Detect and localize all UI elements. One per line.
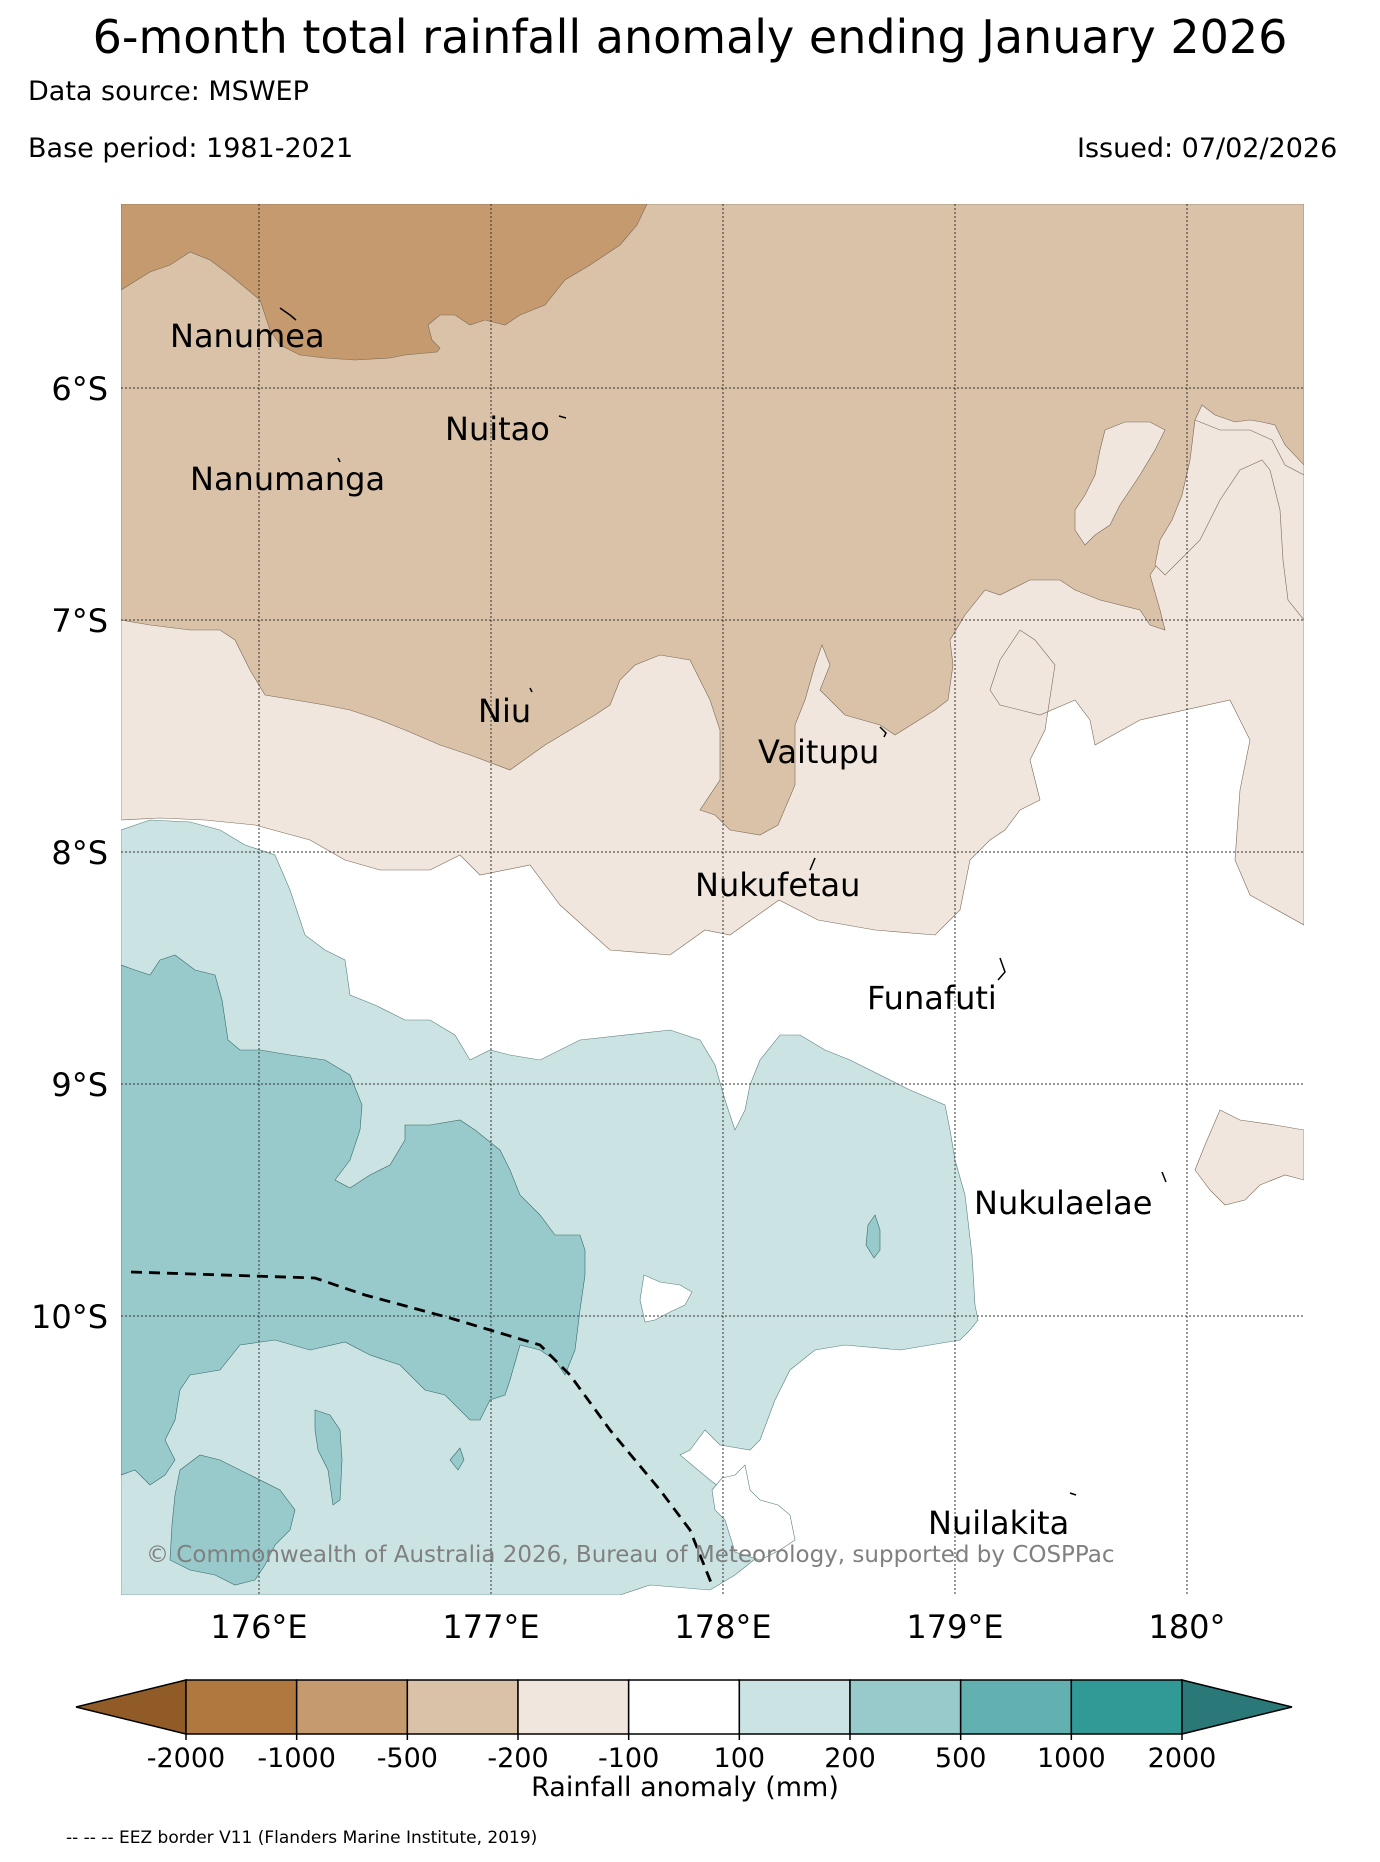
colorbar-extend-high bbox=[1181, 1679, 1293, 1735]
colorbar-tick-label: 500 bbox=[935, 1743, 987, 1774]
colorbar-tick-label: -2000 bbox=[147, 1743, 225, 1774]
island-label-nukufetau: Nukufetau bbox=[695, 866, 860, 904]
anomaly-pocket-light-brown-2 bbox=[1154, 419, 1304, 621]
map-title: 6-month total rainfall anomaly ending Ja… bbox=[92, 10, 1288, 64]
island-outline-niu bbox=[529, 687, 533, 693]
lat-label-8s: 8°S bbox=[51, 834, 108, 872]
anomaly-pocket-light-brown-1 bbox=[1074, 421, 1166, 546]
island-outlines bbox=[279, 307, 1167, 1496]
colorbar-segment bbox=[295, 1679, 409, 1735]
lon-label-178e: 178°E bbox=[674, 1608, 771, 1646]
colorbar-segment bbox=[627, 1679, 741, 1735]
colorbar-label: Rainfall anomaly (mm) bbox=[531, 1772, 839, 1803]
colorbar-tick-label: 2000 bbox=[1148, 1743, 1217, 1774]
island-label-nanumea: Nanumea bbox=[170, 317, 325, 355]
lat-label-6s: 6°S bbox=[51, 370, 108, 408]
colorbar-tick-label: 100 bbox=[714, 1743, 766, 1774]
colorbar-tick-label: 200 bbox=[824, 1743, 876, 1774]
island-label-niu: Niu bbox=[478, 692, 531, 730]
data-source: Data source: MSWEP bbox=[28, 76, 309, 107]
eez-border-line bbox=[130, 1270, 714, 1586]
island-label-nuitao: Nuitao bbox=[445, 410, 550, 448]
anomaly-pocket-white-1 bbox=[639, 1274, 693, 1323]
island-outline-nanumanga bbox=[337, 457, 341, 463]
anomaly-patch-medium-teal-3 bbox=[865, 1214, 881, 1259]
island-outline-nuilakita bbox=[1069, 1492, 1077, 1496]
island-label-nuilakita: Nuilakita bbox=[928, 1504, 1069, 1542]
colorbar: -2000 -1000 -500 -200 -100 100 200 500 1000 2000 … bbox=[75, 1679, 1293, 1803]
anomaly-patch-medium-teal-2 bbox=[314, 1409, 343, 1506]
lat-label-10s: 10°S bbox=[31, 1298, 108, 1336]
island-outline-nanumea bbox=[279, 307, 297, 321]
island-label-nukulaelae: Nukulaelae bbox=[974, 1184, 1152, 1222]
colorbar-tick-label: -200 bbox=[487, 1743, 548, 1774]
island-outline-nukulaelae bbox=[1161, 1171, 1167, 1183]
base-period: Base period: 1981-2021 bbox=[28, 133, 354, 164]
graticule bbox=[121, 204, 1304, 1595]
anomaly-region-light-teal bbox=[121, 819, 979, 1595]
lat-label-9s: 9°S bbox=[51, 1066, 108, 1104]
colorbar-tick-label: 1000 bbox=[1037, 1743, 1106, 1774]
colorbar-segment bbox=[406, 1679, 519, 1735]
colorbar-segment bbox=[959, 1679, 1073, 1735]
anomaly-pocket-white-2 bbox=[711, 1464, 796, 1561]
island-outline-nukufetau bbox=[809, 857, 816, 871]
anomaly-region-dark-brown bbox=[121, 204, 648, 361]
anomaly-shading bbox=[121, 204, 1304, 1595]
anomaly-patch-medium-teal-4 bbox=[449, 1447, 465, 1471]
lon-label-177e: 177°E bbox=[442, 1608, 539, 1646]
lon-label-176e: 176°E bbox=[210, 1608, 307, 1646]
island-label-nanumanga: Nanumanga bbox=[190, 460, 385, 498]
colorbar-segment bbox=[517, 1679, 630, 1735]
island-outline-nuitao bbox=[558, 415, 567, 419]
island-label-vaitupu: Vaitupu bbox=[758, 733, 879, 771]
anomaly-region-medium-teal bbox=[121, 954, 586, 1486]
colorbar-tick-label: -100 bbox=[598, 1743, 659, 1774]
colorbar-segment bbox=[185, 1679, 298, 1735]
anomaly-patch-medium-teal-1 bbox=[169, 1454, 296, 1586]
lon-label-180: 180° bbox=[1148, 1608, 1225, 1646]
anomaly-pocket-light-brown-3 bbox=[1194, 1109, 1304, 1206]
copyright-notice: © Commonwealth of Australia 2026, Bureau… bbox=[146, 1542, 1115, 1568]
colorbar-segment bbox=[738, 1679, 851, 1735]
colorbar-segment bbox=[849, 1679, 962, 1735]
island-outline-vaitupu bbox=[879, 726, 887, 738]
colorbar-tick-label: -1000 bbox=[257, 1743, 335, 1774]
eez-legend-note: -- -- -- EEZ border V11 (Flanders Marine… bbox=[66, 1828, 538, 1848]
lat-label-7s: 7°S bbox=[51, 602, 108, 640]
colorbar-segment bbox=[1070, 1679, 1183, 1735]
colorbar-extend-low bbox=[75, 1679, 187, 1735]
island-label-funafuti: Funafuti bbox=[867, 979, 997, 1017]
colorbar-tick-label: -500 bbox=[377, 1743, 438, 1774]
island-outline-funafuti bbox=[997, 957, 1006, 981]
lon-label-179e: 179°E bbox=[906, 1608, 1003, 1646]
issued-date: Issued: 07/02/2026 bbox=[1077, 133, 1338, 164]
